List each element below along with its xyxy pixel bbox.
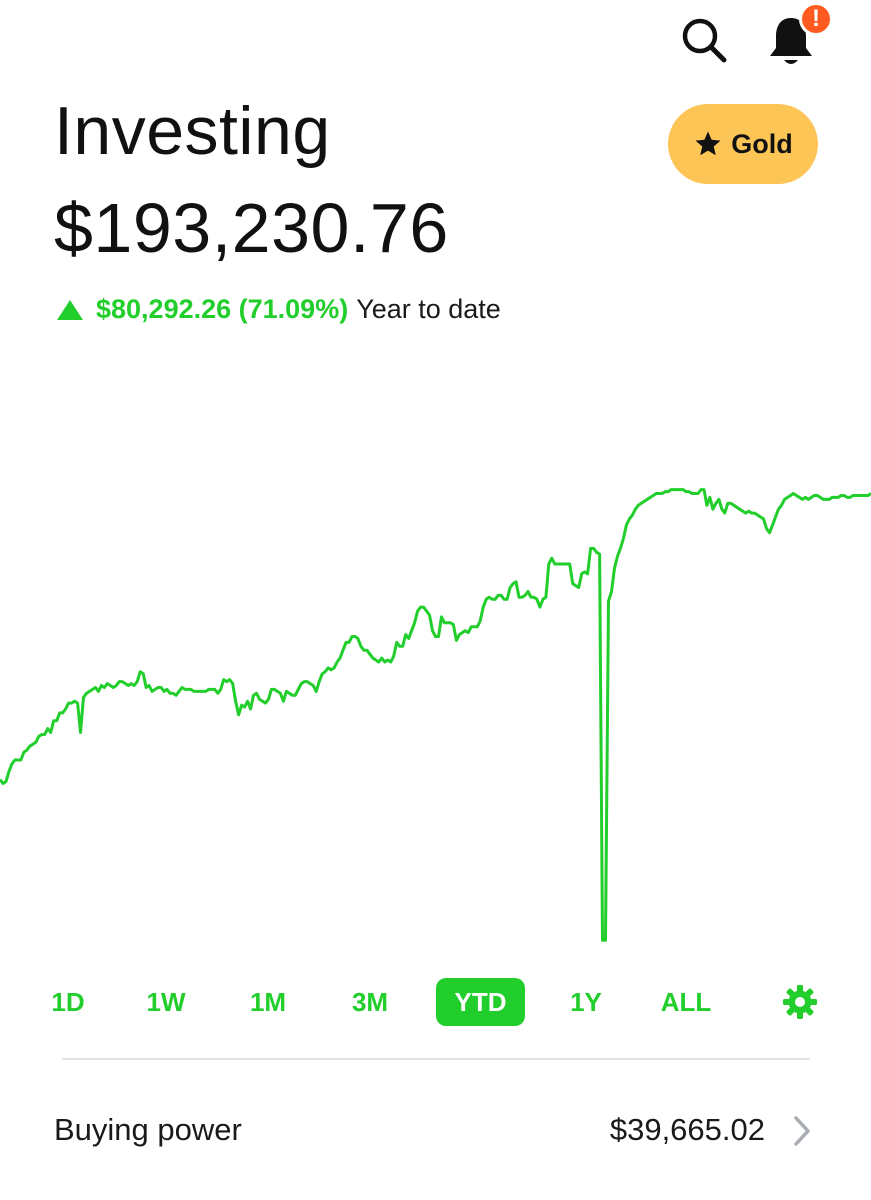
buying-power-label: Buying power (54, 1112, 242, 1147)
top-bar: ! (0, 0, 871, 90)
range-tab-1y[interactable]: 1Y (558, 978, 614, 1026)
range-tab-1d[interactable]: 1D (40, 978, 96, 1026)
notifications-button[interactable]: ! (766, 2, 833, 68)
range-tab-all[interactable]: ALL (652, 978, 720, 1026)
change-amount: $80,292.26 (71.09%) (96, 294, 349, 324)
portfolio-chart[interactable] (0, 470, 871, 950)
gold-button[interactable]: Gold (668, 104, 818, 184)
chart-series-line (0, 488, 871, 942)
gear-icon (783, 985, 817, 1019)
range-selector: 1D 1W 1M 3M YTD 1Y ALL (0, 978, 871, 1026)
range-tab-1w[interactable]: 1W (136, 978, 196, 1026)
search-icon (682, 18, 727, 63)
change-row: $80,292.26 (71.09%) Year to date (56, 294, 501, 325)
notification-badge: ! (799, 2, 833, 36)
range-tab-ytd[interactable]: YTD (436, 978, 525, 1026)
range-tab-3m[interactable]: 3M (340, 978, 400, 1026)
divider (62, 1058, 810, 1060)
search-button[interactable] (678, 14, 730, 66)
page-title: Investing (54, 93, 331, 169)
gold-label: Gold (731, 128, 793, 159)
triangle-up-icon (57, 299, 83, 320)
chevron-right-icon (794, 1116, 810, 1146)
range-tab-1m[interactable]: 1M (238, 978, 298, 1026)
star-icon (695, 131, 721, 156)
change-period: Year to date (356, 294, 501, 324)
portfolio-value: $193,230.76 (54, 189, 449, 267)
buying-power-row[interactable]: Buying power $39,665.02 (0, 1100, 871, 1164)
buying-power-value: $39,665.02 (609, 1112, 765, 1147)
chart-settings-button[interactable] (782, 984, 818, 1020)
